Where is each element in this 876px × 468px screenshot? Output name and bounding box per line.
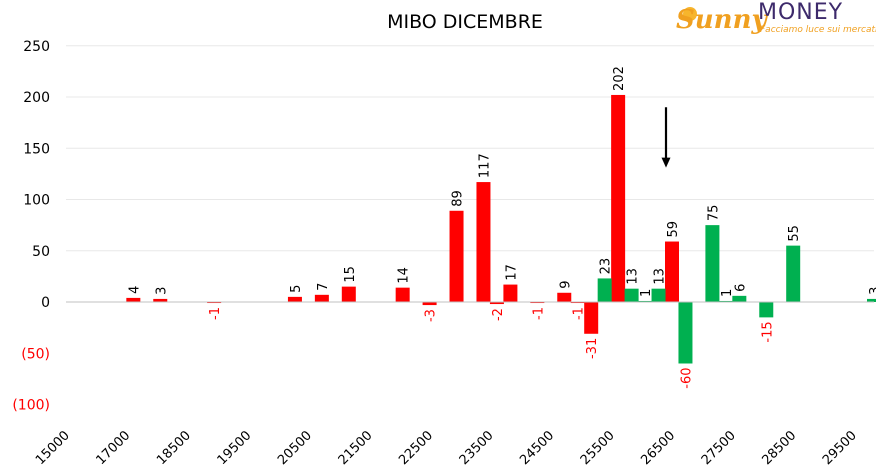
- annotations: [661, 107, 671, 168]
- data-label: -60: [679, 368, 694, 389]
- bar: [153, 298, 168, 302]
- bar: [665, 241, 679, 302]
- logo-tagline: Facciamo luce sui mercati: [760, 25, 876, 35]
- bar: [395, 287, 410, 302]
- data-label: -2: [491, 308, 506, 321]
- y-axis: 250 200 150 100 50 0 (50) (100): [12, 39, 50, 414]
- y-tick-label: (100): [12, 398, 50, 414]
- data-label: 15: [343, 266, 358, 283]
- bar: [503, 284, 518, 302]
- bar: [867, 298, 876, 302]
- bar: [530, 302, 545, 304]
- data-label: 5: [289, 285, 304, 293]
- data-label: 59: [666, 221, 681, 238]
- x-tick-label: 20500: [275, 428, 315, 468]
- logo: Sunny MONEY Facciamo luce sui mercati: [676, 0, 876, 35]
- arrow-head-icon: [661, 157, 671, 168]
- bar: [597, 278, 612, 302]
- bar: [732, 295, 747, 302]
- x-tick-label: 18500: [154, 428, 194, 468]
- bar: [489, 302, 504, 305]
- y-tick-label: 250: [23, 39, 50, 55]
- bar: [287, 296, 302, 302]
- bar: [126, 297, 141, 302]
- data-label: 75: [706, 205, 721, 222]
- logo-sunny: Sunny: [676, 5, 768, 35]
- x-tick-label: 26500: [638, 428, 678, 468]
- x-tick-label: 17000: [94, 428, 134, 468]
- data-label: 1: [720, 289, 735, 297]
- bar: [611, 94, 626, 302]
- bar: [341, 286, 356, 302]
- x-axis: 15000 17000 18500 19500 20500 21500 22500 23500…: [33, 428, 860, 468]
- bar: [449, 210, 464, 302]
- data-label: -1: [208, 307, 223, 320]
- bar: [314, 294, 329, 302]
- logo-money: MONEY: [758, 0, 843, 25]
- bar: [638, 300, 653, 302]
- y-tick-label: 150: [23, 141, 50, 157]
- data-label: 6: [733, 284, 748, 292]
- data-label: 17: [504, 264, 519, 281]
- data-label: 23: [599, 258, 614, 275]
- bar: [759, 302, 774, 318]
- data-label: 9: [558, 280, 573, 288]
- bar: [718, 300, 733, 302]
- y-tick-label: 200: [23, 90, 50, 106]
- x-tick-label: 21500: [336, 428, 376, 468]
- data-label: 7: [316, 283, 331, 291]
- x-tick-label: 23500: [457, 428, 497, 468]
- data-label: 3: [154, 287, 169, 295]
- data-label: 14: [397, 267, 412, 284]
- data-label: -3: [424, 309, 439, 322]
- data-label: 55: [787, 225, 802, 242]
- bar: [584, 302, 599, 334]
- bar: [786, 245, 801, 302]
- data-label: 4: [127, 286, 142, 294]
- data-label: -1: [531, 307, 546, 320]
- data-label: -31: [585, 338, 600, 359]
- data-label: -1: [572, 307, 587, 320]
- x-tick-label: 24500: [517, 428, 557, 468]
- bar: [651, 288, 666, 302]
- x-tick-label: 19500: [215, 428, 255, 468]
- data-label: -15: [760, 321, 775, 342]
- bar: [422, 302, 437, 306]
- x-tick-label: 29500: [820, 428, 860, 468]
- data-labels: 4 3-15 715 14-389117-217-19-1-3120259231311…: [127, 66, 876, 389]
- x-tick-label: 27500: [699, 428, 739, 468]
- data-label: 13: [653, 268, 668, 285]
- y-tick-label: (50): [21, 346, 50, 362]
- data-label: 13: [626, 268, 641, 285]
- data-label: 1: [639, 289, 654, 297]
- bar: [705, 225, 720, 302]
- bar: [557, 292, 572, 302]
- bar: [476, 182, 491, 302]
- sun-icon: [683, 7, 697, 21]
- bar: [207, 302, 222, 304]
- chart-title: MIBO DICEMBRE: [387, 11, 543, 33]
- y-tick-label: 0: [41, 295, 50, 311]
- data-label: 202: [612, 66, 627, 91]
- gridlines: [66, 45, 874, 252]
- x-tick-label: 22500: [396, 428, 436, 468]
- bars: [126, 94, 876, 364]
- x-tick-label: 28500: [759, 428, 799, 468]
- x-tick-label: 25500: [578, 428, 618, 468]
- bar: [570, 302, 585, 304]
- data-label: 89: [451, 190, 466, 207]
- y-tick-label: 50: [32, 244, 50, 260]
- bar: [678, 302, 693, 364]
- y-tick-label: 100: [23, 193, 50, 209]
- data-label: 117: [477, 153, 492, 178]
- data-label: 3: [868, 287, 876, 295]
- x-tick-label: 15000: [33, 428, 73, 468]
- bar: [624, 288, 639, 302]
